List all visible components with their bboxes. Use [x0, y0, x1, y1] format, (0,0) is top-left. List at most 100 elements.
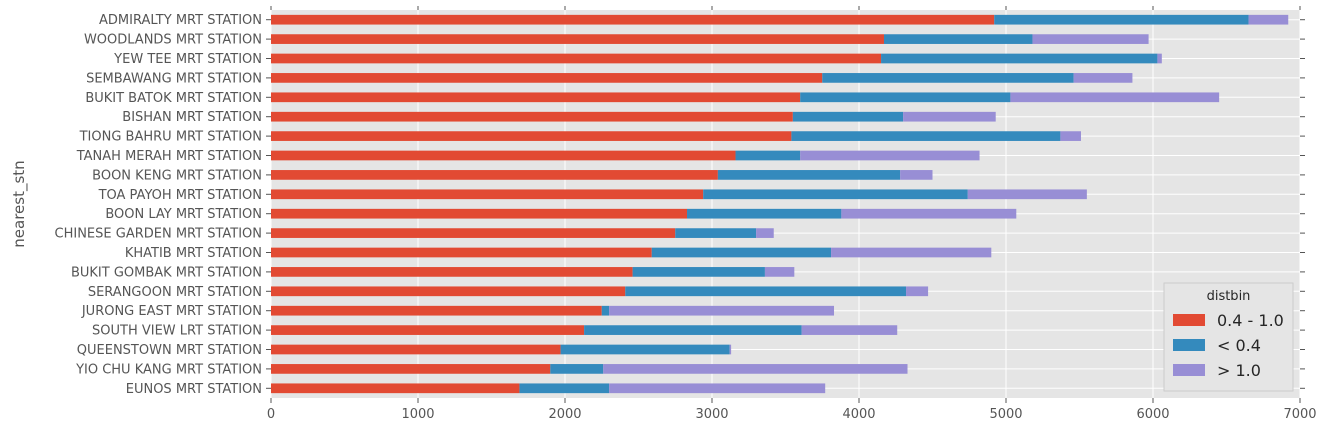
y-tick-label: TOA PAYOH MRT STATION	[98, 188, 262, 203]
bar-segment	[651, 247, 832, 258]
bar-segment	[764, 267, 795, 277]
bar-segment	[841, 208, 1017, 219]
y-tick-label: QUEENSTOWN MRT STATION	[77, 343, 262, 358]
bar-segment	[800, 92, 1011, 103]
y-tick-label: SERANGOON MRT STATION	[88, 285, 262, 300]
bar-segment	[703, 189, 968, 200]
bar-segment	[519, 383, 610, 394]
y-tick-label: SOUTH VIEW LRT STATION	[92, 324, 262, 339]
y-tick-label: YEW TEE MRT STATION	[113, 52, 262, 67]
x-tick-label: 0	[267, 407, 275, 422]
y-tick-label: BUKIT BATOK MRT STATION	[85, 91, 262, 106]
legend-swatch	[1173, 364, 1205, 376]
y-axis-title: nearest_stn	[10, 160, 29, 247]
bar-segment	[1060, 131, 1081, 141]
bar-segment	[271, 286, 626, 297]
bar-segment	[271, 305, 602, 316]
bar-segment	[1010, 92, 1220, 103]
bar-segment	[271, 73, 823, 83]
bar-segment	[609, 305, 835, 316]
x-tick-label: 1000	[401, 407, 434, 422]
y-tick-label: TANAH MERAH MRT STATION	[76, 149, 262, 164]
x-tick-label: 4000	[842, 407, 875, 422]
bar-segment	[550, 364, 604, 374]
bar-segment	[271, 267, 633, 277]
legend-entry-label: < 0.4	[1217, 336, 1261, 355]
legend-swatch	[1173, 339, 1205, 351]
bar-segment	[675, 228, 757, 238]
bar-segment	[584, 325, 802, 335]
bar-segment	[994, 14, 1249, 25]
y-tick-label: YIO CHU KANG MRT STATION	[75, 362, 262, 377]
bar-segment	[729, 344, 732, 355]
bar-segment	[271, 131, 792, 141]
legend-swatch	[1173, 314, 1205, 326]
bar-segment	[903, 111, 996, 122]
bar-segment	[735, 150, 801, 161]
x-tick-label: 7000	[1283, 407, 1316, 422]
bar-segment	[632, 267, 765, 277]
bar-segment	[1248, 14, 1289, 25]
bar-segment	[1073, 73, 1133, 83]
y-tick-label: BISHAN MRT STATION	[122, 110, 262, 125]
y-tick-label: CHINESE GARDEN MRT STATION	[55, 227, 262, 242]
bar-segment	[717, 170, 901, 180]
bar-segment	[687, 208, 842, 219]
bar-segment	[792, 111, 904, 122]
bar-segment	[271, 170, 718, 180]
bar-segment	[609, 383, 826, 394]
bar-segment	[1032, 34, 1149, 44]
bar-segment	[800, 150, 980, 161]
bar-segment	[756, 228, 774, 238]
bar-segment	[271, 383, 520, 394]
y-tick-label: JURONG EAST MRT STATION	[81, 304, 262, 319]
bar-segment	[801, 325, 898, 335]
y-tick-label: WOODLANDS MRT STATION	[84, 33, 262, 48]
y-tick-label: TIONG BAHRU MRT STATION	[79, 130, 262, 145]
bars	[271, 14, 1289, 394]
y-tick-label: KHATIB MRT STATION	[125, 246, 262, 261]
bar-segment	[271, 325, 585, 335]
bar-segment	[271, 189, 704, 200]
legend-title: distbin	[1207, 289, 1251, 304]
x-tick-label: 6000	[1136, 407, 1169, 422]
bar-segment	[271, 34, 884, 44]
bar-segment	[271, 228, 676, 238]
bar-segment	[271, 92, 801, 103]
x-tick-label: 3000	[695, 407, 728, 422]
bar-segment	[601, 305, 610, 316]
bar-segment	[271, 247, 652, 258]
bar-segment	[271, 208, 688, 219]
bar-segment	[791, 131, 1061, 141]
bar-segment	[831, 247, 992, 258]
x-tick-label: 2000	[548, 407, 581, 422]
bar-segment	[560, 344, 730, 355]
axes: 0 1000 2000 3000 4000 5000 6000 7000 ADMIRALTY M…	[55, 6, 1317, 422]
x-tick-label: 5000	[989, 407, 1022, 422]
bar-segment	[822, 73, 1074, 83]
bar-segment	[271, 53, 882, 64]
legend-entry-label: 0.4 - 1.0	[1217, 311, 1284, 330]
bar-segment	[271, 14, 995, 25]
y-tick-label: SEMBAWANG MRT STATION	[86, 71, 262, 86]
y-tick-label: EUNOS MRT STATION	[126, 382, 262, 397]
bar-segment	[271, 150, 736, 161]
bar-segment	[967, 189, 1087, 200]
bar-segment	[271, 364, 551, 374]
bar-segment	[271, 344, 561, 355]
y-tick-label: BOON LAY MRT STATION	[105, 207, 262, 222]
bar-segment	[883, 34, 1033, 44]
bar-segment	[900, 170, 933, 180]
y-tick-label: ADMIRALTY MRT STATION	[99, 13, 262, 28]
bar-segment	[881, 53, 1158, 64]
plot-area	[271, 10, 1300, 398]
bar-segment	[625, 286, 907, 297]
y-tick-label: BOON KENG MRT STATION	[92, 168, 262, 183]
bar-segment	[1157, 53, 1162, 64]
legend: distbin 0.4 - 1.0 < 0.4 > 1.0	[1163, 282, 1294, 392]
legend-entry-label: > 1.0	[1217, 361, 1261, 380]
bar-segment	[603, 364, 908, 374]
bar-segment	[906, 286, 929, 297]
